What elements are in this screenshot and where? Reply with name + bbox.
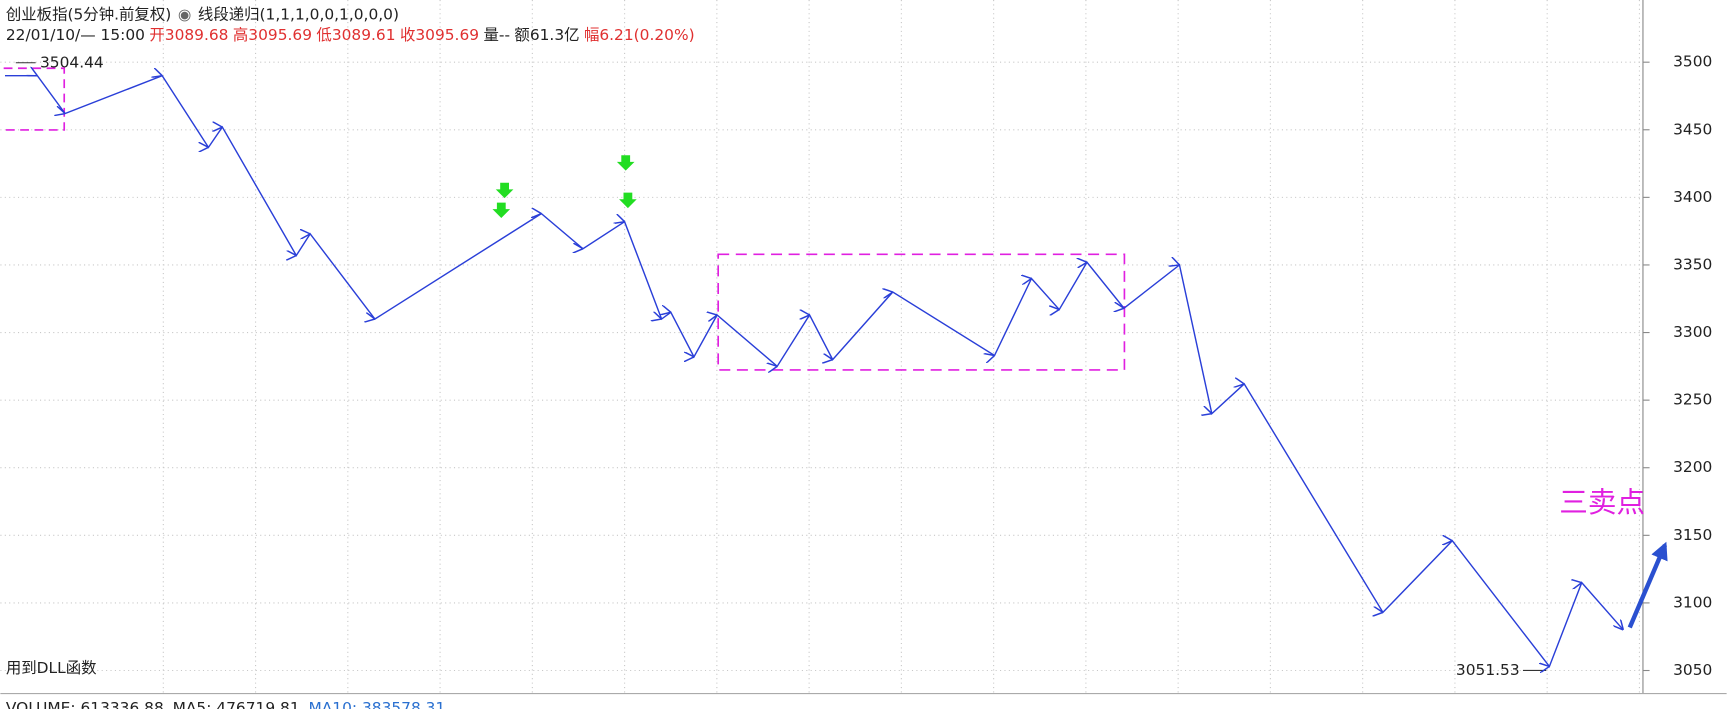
footer-volume: VOLUME: 613336.88 <box>6 698 164 709</box>
close-label: 收 <box>400 26 415 44</box>
low: 3089.61 <box>332 26 396 44</box>
low-label: 低 <box>316 26 331 44</box>
down-arrow <box>495 182 514 199</box>
y-tick-label: 3150 <box>1673 526 1712 544</box>
header-line-2: 22/01/10/— 15:00 开3089.68 高3095.69 低3089.61… <box>6 26 695 44</box>
y-tick-label: 3050 <box>1673 661 1712 679</box>
down-arrow <box>616 155 635 171</box>
y-tick-label: 3300 <box>1673 323 1712 341</box>
range-box <box>717 253 1126 371</box>
high: 3095.69 <box>248 26 312 44</box>
y-tick-label: 3200 <box>1673 458 1712 476</box>
date: 22/01/10/— 15:00 <box>6 26 145 44</box>
high-annotation: 3504.44 <box>40 53 104 71</box>
signal-arrows <box>492 155 637 218</box>
amount: 额61.3亿 <box>514 26 579 44</box>
y-tick-label: 3250 <box>1673 391 1712 409</box>
title: 创业板指(5分钟.前复权) <box>6 5 171 23</box>
close: 3095.69 <box>415 26 479 44</box>
y-tick-label: 3350 <box>1673 255 1712 273</box>
y-tick-label: 3400 <box>1673 188 1712 206</box>
low-annotation: 3051.53 <box>1456 661 1520 679</box>
open-label: 开 <box>149 26 164 44</box>
footer: VOLUME: 613336.88 MA5: 476719.81 MA10: 383… <box>6 698 445 709</box>
note: 用到DLL函数 <box>6 659 97 677</box>
down-arrow <box>619 192 637 209</box>
y-tick-label: 3500 <box>1673 53 1712 71</box>
footer-ma10: MA10: 383578.31 <box>308 698 445 709</box>
trend-arrow <box>1627 541 1668 629</box>
high-label: 高 <box>233 26 248 44</box>
down-arrow <box>492 202 511 218</box>
y-tick-label: 3450 <box>1673 120 1712 138</box>
segment-line <box>4 76 1623 667</box>
header-line-1: 创业板指(5分钟.前复权) ◉ 线段递归(1,1,1,0,0,1,0,0,0) <box>6 5 399 23</box>
signal-label: 三卖点 <box>1559 485 1645 519</box>
footer-ma5: MA5: 476719.81 <box>173 698 300 709</box>
indicator-icon: ◉ <box>178 5 191 23</box>
indicator: 线段递归(1,1,1,0,0,1,0,0,0) <box>198 5 399 23</box>
open: 3089.68 <box>165 26 229 44</box>
range: 6.21(0.20%) <box>599 26 694 44</box>
y-tick-label: 3100 <box>1673 593 1712 611</box>
volume: 量-- <box>483 26 510 44</box>
range-label: 幅 <box>584 26 599 44</box>
